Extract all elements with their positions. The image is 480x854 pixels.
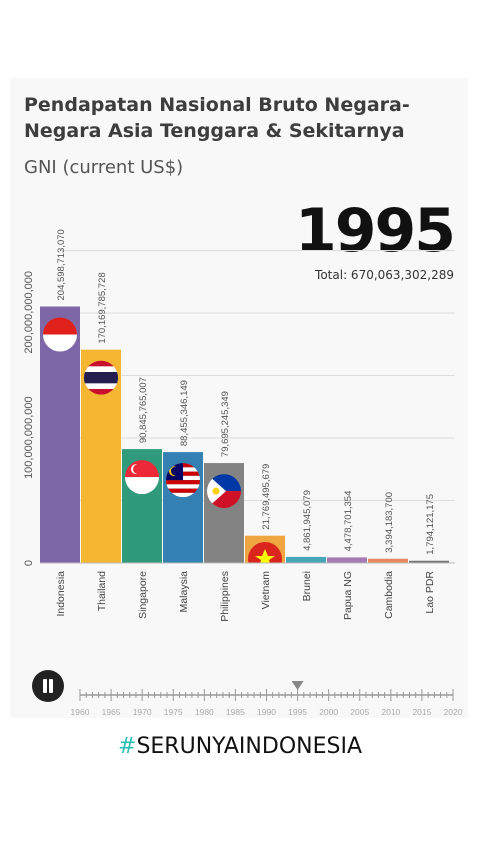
thailand-flag xyxy=(84,360,118,395)
timeline-label: 2010 xyxy=(381,707,400,717)
total-value: Total: 670,063,302,289 xyxy=(315,268,454,282)
category-label: Lao PDR xyxy=(424,571,436,614)
category-label: Thailand xyxy=(96,571,108,611)
bar-papua-ng xyxy=(327,557,367,563)
chart-subtitle: GNI (current US$) xyxy=(24,157,184,178)
year-display: 1995 xyxy=(295,196,456,266)
vietnam-flag xyxy=(248,542,282,564)
hashtag: #SERUNYAINDONESIA xyxy=(0,734,480,759)
category-label: Papua NG xyxy=(342,571,354,620)
bar-cambodia xyxy=(368,558,408,563)
bar-brunei xyxy=(286,556,326,563)
data-label: 21,769,495,679 xyxy=(261,464,272,530)
data-label: 4,478,701,354 xyxy=(343,491,354,552)
y-tick-label: 100,000,000,000 xyxy=(23,396,35,479)
timeline-label: 1990 xyxy=(257,707,276,717)
timeline-label: 1985 xyxy=(226,707,245,717)
pause-button[interactable] xyxy=(32,670,64,702)
timeline-label: 1995 xyxy=(288,707,307,717)
category-label: Malaysia xyxy=(178,571,190,613)
timeline-label: 1980 xyxy=(195,707,214,717)
timeline-label: 1970 xyxy=(133,707,152,717)
category-label: Cambodia xyxy=(383,571,395,619)
data-label: 88,455,346,149 xyxy=(179,380,190,446)
data-label: 204,598,713,070 xyxy=(56,229,67,300)
category-label: Vietnam xyxy=(260,571,272,610)
data-label: 4,861,945,079 xyxy=(302,490,313,551)
data-label: 170,169,785,728 xyxy=(97,272,108,343)
philippines-flag xyxy=(207,474,241,509)
hash-symbol: # xyxy=(118,734,137,759)
timeline-label: 1965 xyxy=(102,707,121,717)
singapore-flag xyxy=(125,460,159,495)
timeline-handle[interactable] xyxy=(291,681,304,690)
chart-title: Pendapatan Nasional Bruto Negara-Negara … xyxy=(24,94,410,142)
category-label: Philippines xyxy=(219,571,231,622)
data-label: 79,695,245,349 xyxy=(220,391,231,457)
malaysia-flag xyxy=(166,463,200,498)
timeline-label: 2015 xyxy=(412,707,431,717)
indonesia-flag xyxy=(43,317,77,352)
hashtag-text: SERUNYAINDONESIA xyxy=(136,734,362,759)
data-label: 1,794,121,175 xyxy=(425,494,436,555)
timeline-label: 2000 xyxy=(319,707,338,717)
data-label: 3,394,183,700 xyxy=(384,492,395,553)
bar-lao-pdr xyxy=(409,560,449,563)
timeline-label: 1960 xyxy=(71,707,90,717)
category-label: Indonesia xyxy=(55,571,67,617)
category-label: Brunei xyxy=(301,571,313,601)
category-label: Singapore xyxy=(137,571,149,619)
y-tick-label: 200,000,000,000 xyxy=(23,271,35,354)
timeline-label: 2020 xyxy=(444,707,463,717)
y-tick-label: 0 xyxy=(23,560,35,566)
timeline-label: 2005 xyxy=(350,707,369,717)
timeline-label: 1975 xyxy=(164,707,183,717)
data-label: 90,845,765,007 xyxy=(138,377,149,443)
